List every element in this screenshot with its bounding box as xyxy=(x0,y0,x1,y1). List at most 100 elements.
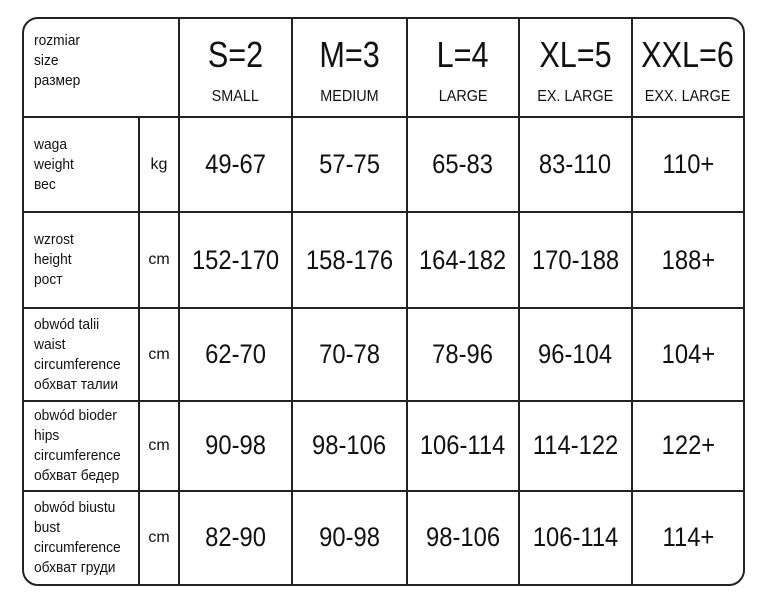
value-cell: 110+ xyxy=(632,117,743,214)
label-line: weight xyxy=(34,155,74,173)
row-label-cell: waga weight вес xyxy=(24,117,140,214)
size-code: S=2 xyxy=(207,33,264,75)
size-name: MEDIUM xyxy=(320,87,379,105)
value: 49-67 xyxy=(205,149,266,180)
header-label-cell: rozmiar size размер xyxy=(24,19,181,119)
label-line: waga xyxy=(34,135,67,153)
table: rozmiar size размер S=2 SMALL M=3 MEDIUM L=4 LAR… xyxy=(24,19,743,584)
data-row: waga weight вес kg 49-67 57-75 65-83 83-110 110+ xyxy=(24,117,743,214)
unit-cell: cm xyxy=(139,212,181,310)
value-cell: 49-67 xyxy=(179,117,294,214)
header-row: rozmiar size размер S=2 SMALL M=3 MEDIUM L=4 LAR… xyxy=(24,19,743,119)
value-cell: 62-70 xyxy=(179,308,294,402)
value: 106-114 xyxy=(532,522,619,553)
value: 110+ xyxy=(662,149,714,180)
value: 90-98 xyxy=(205,430,266,461)
size-name: EXX. LARGE xyxy=(645,87,731,105)
data-row: obwód biustu bust circumference обхват груд… xyxy=(24,490,743,584)
label-line: hips xyxy=(34,426,60,444)
value-cell: 106-114 xyxy=(407,400,521,492)
value: 114-122 xyxy=(532,430,619,461)
unit-cell: kg xyxy=(139,117,181,214)
value-cell: 90-98 xyxy=(179,400,294,492)
size-header-cell: S=2 SMALL xyxy=(179,19,294,119)
size-header-cell: XXL=6 EXX. LARGE xyxy=(632,19,743,119)
value-cell: 158-176 xyxy=(292,212,409,310)
data-row: obwód talii waist circumference обхват тали… xyxy=(24,308,743,402)
value-cell: 90-98 xyxy=(292,490,409,584)
size-name: LARGE xyxy=(438,87,488,105)
value-cell: 82-90 xyxy=(179,490,294,584)
value-cell: 83-110 xyxy=(519,117,634,214)
label-line: circumference xyxy=(34,538,121,556)
value-cell: 96-104 xyxy=(519,308,634,402)
value: 170-188 xyxy=(531,244,620,275)
size-header-cell: XL=5 EX. LARGE xyxy=(519,19,634,119)
value-cell: 170-188 xyxy=(519,212,634,310)
row-label-cell: obwód biustu bust circumference обхват груд… xyxy=(24,490,140,584)
label-line: рост xyxy=(34,271,63,289)
value: 57-75 xyxy=(319,149,380,180)
value: 122+ xyxy=(661,430,715,461)
label-line: bust xyxy=(34,518,61,536)
value-cell: 98-106 xyxy=(292,400,409,492)
size-code: L=4 xyxy=(437,33,489,75)
row-label-cell: obwód bioder hips circumference обхват беде… xyxy=(24,400,140,492)
size-header-cell: M=3 MEDIUM xyxy=(292,19,409,119)
value: 114+ xyxy=(662,522,714,553)
value-cell: 122+ xyxy=(632,400,743,492)
value: 152-170 xyxy=(191,244,280,275)
value: 65-83 xyxy=(432,149,494,180)
data-row: wzrost height рост cm 152-170 158-176 164-182 1… xyxy=(24,212,743,310)
label-line: waist xyxy=(34,335,66,353)
size-code: XXL=6 xyxy=(641,33,735,75)
value-cell: 114+ xyxy=(632,491,743,584)
label-line: obwód talii xyxy=(34,315,100,333)
value-cell: 78-96 xyxy=(407,308,521,402)
value: 104+ xyxy=(661,339,715,370)
label-line: wzrost xyxy=(34,231,74,249)
label-line: обхват бедер xyxy=(34,466,120,484)
value-cell: 70-78 xyxy=(292,308,409,402)
value: 188+ xyxy=(661,244,715,275)
value: 164-182 xyxy=(419,244,507,275)
size-name: SMALL xyxy=(211,87,260,105)
value-cell: 164-182 xyxy=(407,212,521,310)
label-line: вес xyxy=(34,175,56,193)
label-line: size xyxy=(34,52,59,69)
size-header-cell: L=4 LARGE xyxy=(407,19,521,119)
unit-cell: cm xyxy=(139,308,181,402)
size-table: rozmiar size размер S=2 SMALL M=3 MEDIUM L=4 LAR… xyxy=(22,17,745,586)
value: 70-78 xyxy=(319,339,380,370)
unit-cell: cm xyxy=(139,400,181,492)
label-line: height xyxy=(34,251,72,269)
value-cell: 152-170 xyxy=(179,212,294,310)
data-row: obwód bioder hips circumference обхват беде… xyxy=(24,400,743,492)
row-label-cell: obwód talii waist circumference обхват тали… xyxy=(24,308,140,402)
value-cell: 65-83 xyxy=(407,117,521,214)
value-cell: 57-75 xyxy=(292,117,409,214)
value: 82-90 xyxy=(205,522,266,553)
value: 96-104 xyxy=(538,339,613,370)
value: 62-70 xyxy=(205,339,266,370)
label-line: obwód bioder xyxy=(34,406,117,424)
value: 98-106 xyxy=(312,430,387,461)
label-line: размер xyxy=(34,72,81,89)
label-line: obwód biustu xyxy=(34,498,116,516)
row-label-cell: wzrost height рост xyxy=(24,212,140,310)
label-line: обхват талии xyxy=(34,375,119,393)
value: 158-176 xyxy=(305,244,394,275)
value: 106-114 xyxy=(420,430,506,461)
label-line: обхват груди xyxy=(34,558,116,576)
size-name: EX. LARGE xyxy=(537,87,614,105)
value: 83-110 xyxy=(539,149,612,180)
unit-cell: cm xyxy=(139,490,181,584)
value-cell: 106-114 xyxy=(519,490,634,584)
size-code: XL=5 xyxy=(539,33,612,75)
value-cell: 104+ xyxy=(632,308,743,402)
value-cell: 188+ xyxy=(632,212,743,310)
size-code: M=3 xyxy=(319,33,380,75)
label-line: circumference xyxy=(34,446,121,464)
label-line: circumference xyxy=(34,355,121,373)
